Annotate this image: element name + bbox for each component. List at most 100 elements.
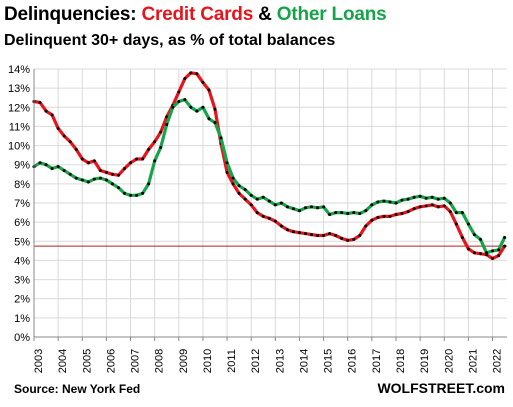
data-point-credit-cards <box>370 218 374 222</box>
data-point-credit-cards <box>153 140 157 144</box>
data-point-other-loans <box>267 199 271 203</box>
data-point-credit-cards <box>322 234 326 238</box>
data-point-other-loans <box>80 178 84 182</box>
data-point-other-loans <box>116 186 120 190</box>
data-point-credit-cards <box>460 235 464 239</box>
x-tick-label: 2013 <box>274 349 286 373</box>
y-tick-label: 3% <box>14 275 30 287</box>
data-point-other-loans <box>86 180 90 184</box>
data-point-other-loans <box>478 237 482 241</box>
data-point-credit-cards <box>201 80 205 84</box>
data-point-other-loans <box>50 167 54 171</box>
data-point-other-loans <box>44 163 48 167</box>
data-point-credit-cards <box>346 238 350 242</box>
x-tick-label: 2021 <box>467 349 479 373</box>
data-point-other-loans <box>454 211 458 215</box>
data-point-other-loans <box>442 196 446 200</box>
x-tick-label: 2008 <box>154 349 166 373</box>
y-tick-label: 11% <box>9 121 30 133</box>
data-point-other-loans <box>448 201 452 205</box>
data-point-credit-cards <box>50 113 54 117</box>
data-point-other-loans <box>249 193 253 197</box>
data-point-other-loans <box>297 209 301 213</box>
data-point-other-loans <box>159 145 163 149</box>
data-point-other-loans <box>484 251 488 255</box>
y-tick-label: 14% <box>8 64 30 76</box>
data-point-credit-cards <box>261 214 265 218</box>
data-point-other-loans <box>165 123 169 127</box>
data-point-credit-cards <box>303 232 307 236</box>
data-point-other-loans <box>358 212 362 216</box>
data-point-other-loans <box>225 161 229 165</box>
data-point-credit-cards <box>104 170 108 174</box>
data-point-credit-cards <box>147 147 151 151</box>
x-tick-label: 2017 <box>371 349 383 373</box>
data-point-other-loans <box>412 195 416 199</box>
data-point-credit-cards <box>448 210 452 214</box>
data-point-credit-cards <box>38 101 42 104</box>
x-tick-label: 2003 <box>33 349 45 373</box>
data-point-other-loans <box>243 188 247 192</box>
data-point-credit-cards <box>56 126 60 130</box>
data-point-credit-cards <box>44 109 48 113</box>
data-point-credit-cards <box>291 230 295 234</box>
data-point-credit-cards <box>364 224 368 228</box>
data-point-other-loans <box>310 205 314 209</box>
data-point-other-loans <box>491 249 495 253</box>
data-point-credit-cards <box>80 157 84 161</box>
data-point-other-loans <box>303 206 307 210</box>
data-point-credit-cards <box>340 236 344 240</box>
data-point-other-loans <box>503 235 507 239</box>
data-point-other-loans <box>255 197 259 201</box>
data-point-credit-cards <box>418 205 422 209</box>
data-point-other-loans <box>189 105 193 109</box>
data-point-other-loans <box>364 209 368 213</box>
data-point-other-loans <box>261 195 265 199</box>
data-point-credit-cards <box>183 77 187 81</box>
data-point-credit-cards <box>334 234 338 238</box>
data-point-other-loans <box>406 197 410 201</box>
data-point-credit-cards <box>225 170 229 174</box>
data-point-credit-cards <box>406 210 410 214</box>
data-point-other-loans <box>273 203 277 207</box>
data-point-other-loans <box>376 200 380 204</box>
data-point-credit-cards <box>86 161 90 165</box>
data-point-credit-cards <box>297 231 301 235</box>
data-point-other-loans <box>346 212 350 216</box>
data-point-credit-cards <box>116 173 120 177</box>
data-point-other-loans <box>147 182 151 186</box>
data-point-other-loans <box>436 197 440 201</box>
data-point-other-loans <box>74 176 78 180</box>
data-point-other-loans <box>370 203 374 207</box>
data-point-other-loans <box>340 211 344 215</box>
data-point-other-loans <box>171 105 175 109</box>
data-point-other-loans <box>497 248 501 252</box>
y-tick-label: 8% <box>14 179 30 191</box>
title-other-loans: Other Loans <box>276 4 387 25</box>
data-point-credit-cards <box>412 207 416 211</box>
data-point-other-loans <box>430 195 434 199</box>
x-tick-label: 2006 <box>105 349 117 373</box>
data-point-credit-cards <box>273 219 277 223</box>
data-point-other-loans <box>141 191 145 195</box>
x-tick-label: 2004 <box>57 349 69 373</box>
data-point-credit-cards <box>129 161 133 165</box>
y-tick-label: 2% <box>14 294 30 306</box>
data-point-other-loans <box>122 191 126 195</box>
title-prefix: Delinquencies: <box>4 4 137 25</box>
y-tick-label: 12% <box>8 102 30 114</box>
data-point-credit-cards <box>454 222 458 226</box>
series-line-credit-cards <box>32 71 507 261</box>
data-point-credit-cards <box>98 168 102 172</box>
x-tick-label: 2019 <box>419 349 431 373</box>
data-point-credit-cards <box>491 257 495 261</box>
data-point-credit-cards <box>466 247 470 251</box>
y-tick-label: 6% <box>14 217 30 229</box>
data-point-credit-cards <box>503 244 507 248</box>
x-tick-label: 2007 <box>130 349 142 373</box>
data-point-credit-cards <box>430 203 434 207</box>
y-tick-label: 10% <box>8 141 30 153</box>
data-point-credit-cards <box>376 215 380 219</box>
data-point-credit-cards <box>74 147 78 151</box>
data-point-other-loans <box>219 136 223 140</box>
